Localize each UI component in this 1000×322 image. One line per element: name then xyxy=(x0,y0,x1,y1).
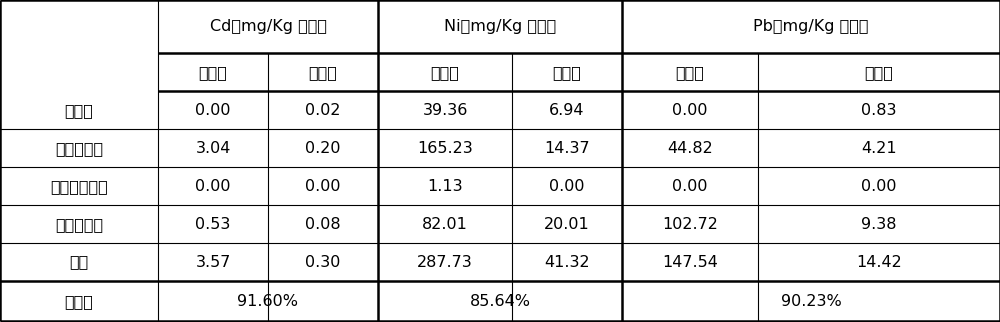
Text: 3.04: 3.04 xyxy=(195,141,231,156)
Text: 90.23%: 90.23% xyxy=(781,294,841,309)
Text: 4.21: 4.21 xyxy=(861,141,897,156)
Text: 0.00: 0.00 xyxy=(549,179,585,194)
Text: 91.60%: 91.60% xyxy=(238,294,298,309)
Text: Cd（mg/Kg 土壤）: Cd（mg/Kg 土壤） xyxy=(210,19,326,34)
Text: 0.00: 0.00 xyxy=(195,103,231,118)
Text: 0.00: 0.00 xyxy=(195,179,231,194)
Text: 85.64%: 85.64% xyxy=(470,294,530,309)
Text: 离子交换态: 离子交换态 xyxy=(55,141,103,156)
Text: 287.73: 287.73 xyxy=(417,255,473,270)
Text: 102.72: 102.72 xyxy=(662,217,718,232)
Text: 水溶态: 水溶态 xyxy=(65,103,93,118)
Text: 39.36: 39.36 xyxy=(422,103,468,118)
Text: 0.08: 0.08 xyxy=(305,217,341,232)
Text: 碳酸盐结合态: 碳酸盐结合态 xyxy=(50,179,108,194)
Text: 治理后: 治理后 xyxy=(865,65,893,80)
Text: 41.32: 41.32 xyxy=(544,255,590,270)
Text: 1.13: 1.13 xyxy=(427,179,463,194)
Text: 治理后: 治理后 xyxy=(553,65,581,80)
Text: 0.00: 0.00 xyxy=(861,179,897,194)
Text: 治理后: 治理后 xyxy=(309,65,337,80)
Text: 治理前: 治理前 xyxy=(199,65,227,80)
Text: 147.54: 147.54 xyxy=(662,255,718,270)
Text: 3.57: 3.57 xyxy=(195,255,231,270)
Text: 9.38: 9.38 xyxy=(861,217,897,232)
Text: 0.00: 0.00 xyxy=(672,179,708,194)
Text: 0.00: 0.00 xyxy=(305,179,341,194)
Text: Ni（mg/Kg 土壤）: Ni（mg/Kg 土壤） xyxy=(444,19,556,34)
Text: 0.02: 0.02 xyxy=(305,103,341,118)
Text: 82.01: 82.01 xyxy=(422,217,468,232)
Text: 20.01: 20.01 xyxy=(544,217,590,232)
Text: 6.94: 6.94 xyxy=(549,103,585,118)
Text: 0.20: 0.20 xyxy=(305,141,341,156)
Text: 14.42: 14.42 xyxy=(856,255,902,270)
Text: 0.83: 0.83 xyxy=(861,103,897,118)
Text: 0.00: 0.00 xyxy=(672,103,708,118)
Text: 0.53: 0.53 xyxy=(195,217,231,232)
Text: 鐵锰氧化态: 鐵锰氧化态 xyxy=(55,217,103,232)
Text: 0.30: 0.30 xyxy=(305,255,341,270)
Text: 44.82: 44.82 xyxy=(667,141,713,156)
Text: 总量: 总量 xyxy=(69,255,89,270)
Text: 治理前: 治理前 xyxy=(431,65,459,80)
Text: 14.37: 14.37 xyxy=(544,141,590,156)
Text: 治理前: 治理前 xyxy=(676,65,704,80)
Text: 165.23: 165.23 xyxy=(417,141,473,156)
Text: Pb（mg/Kg 土壤）: Pb（mg/Kg 土壤） xyxy=(753,19,869,34)
Text: 去除率: 去除率 xyxy=(65,294,93,309)
